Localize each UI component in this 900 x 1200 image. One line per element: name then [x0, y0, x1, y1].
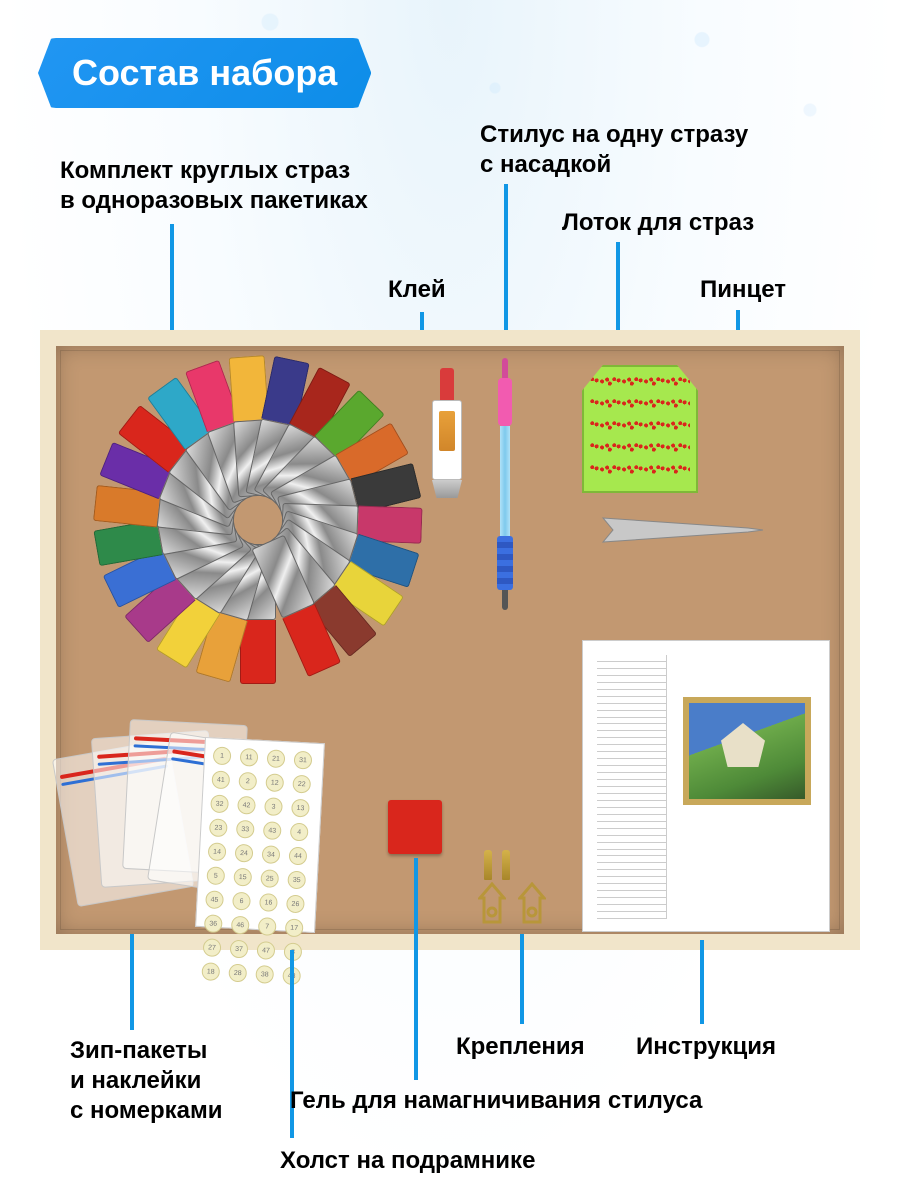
label-instructions: Инструкция — [636, 1032, 776, 1062]
label-hooks: Крепления — [456, 1032, 585, 1062]
title-badge: Состав набора — [38, 38, 371, 108]
pointer-gel — [414, 858, 418, 1080]
sticker-sheet: 1112131412122232423132333434142434445152… — [195, 737, 325, 933]
packet-fan — [90, 370, 390, 670]
label-gel: Гель для намагничивания стилуса — [290, 1086, 702, 1116]
bead-tray — [582, 365, 698, 493]
label-glue: Клей — [388, 275, 446, 305]
label-canvas: Холст на подрамнике — [280, 1146, 535, 1176]
pointer-instructions — [700, 940, 704, 1024]
stylus-pen — [498, 358, 512, 618]
label-tray: Лоток для страз — [562, 208, 754, 238]
pointer-zipbags — [130, 934, 134, 1030]
tweezers — [598, 510, 768, 550]
glue-tube — [432, 368, 462, 503]
mounting-hooks — [476, 850, 566, 930]
instruction-preview — [683, 697, 811, 805]
instruction-sheet — [582, 640, 830, 932]
label-zipbags: Зип-пакетыи наклейкис номерками — [70, 1036, 222, 1126]
gel-square — [388, 800, 442, 854]
label-packets: Комплект круглых стразв одноразовых паке… — [60, 156, 368, 216]
pointer-hooks — [520, 934, 524, 1024]
label-tweezers: Пинцет — [700, 275, 786, 305]
label-stylus: Стилус на одну стразус насадкой — [480, 120, 748, 180]
